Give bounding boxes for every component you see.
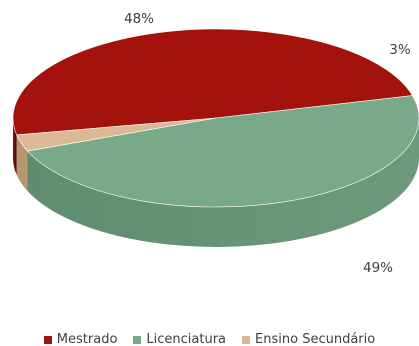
data-label-1: 48% bbox=[124, 11, 154, 27]
pie-slice-1 bbox=[26, 95, 419, 208]
legend-swatch bbox=[43, 335, 52, 344]
data-label-2: 3% bbox=[389, 42, 411, 58]
pie-slice-side-1 bbox=[27, 118, 419, 248]
legend-label: Mestrado bbox=[56, 332, 118, 346]
legend-swatch bbox=[242, 335, 251, 344]
pie-slice-2 bbox=[16, 117, 217, 152]
legend-item-licenciatura: Licenciatura bbox=[133, 332, 226, 346]
legend: Mestrado Licenciatura Ensino Secundário bbox=[0, 332, 419, 346]
legend-item-ensino-secundario: Ensino Secundário bbox=[242, 332, 375, 346]
pie-slice-0 bbox=[12, 28, 413, 136]
legend-swatch bbox=[133, 335, 142, 344]
data-label-0: 49% bbox=[363, 260, 393, 276]
pie-slice-side-2 bbox=[16, 134, 28, 192]
legend-item-mestrado: Mestrado bbox=[43, 332, 118, 346]
pie-slice-side-0 bbox=[13, 118, 17, 175]
legend-label: Licenciatura bbox=[146, 332, 227, 346]
legend-label: Ensino Secundário bbox=[255, 332, 376, 346]
